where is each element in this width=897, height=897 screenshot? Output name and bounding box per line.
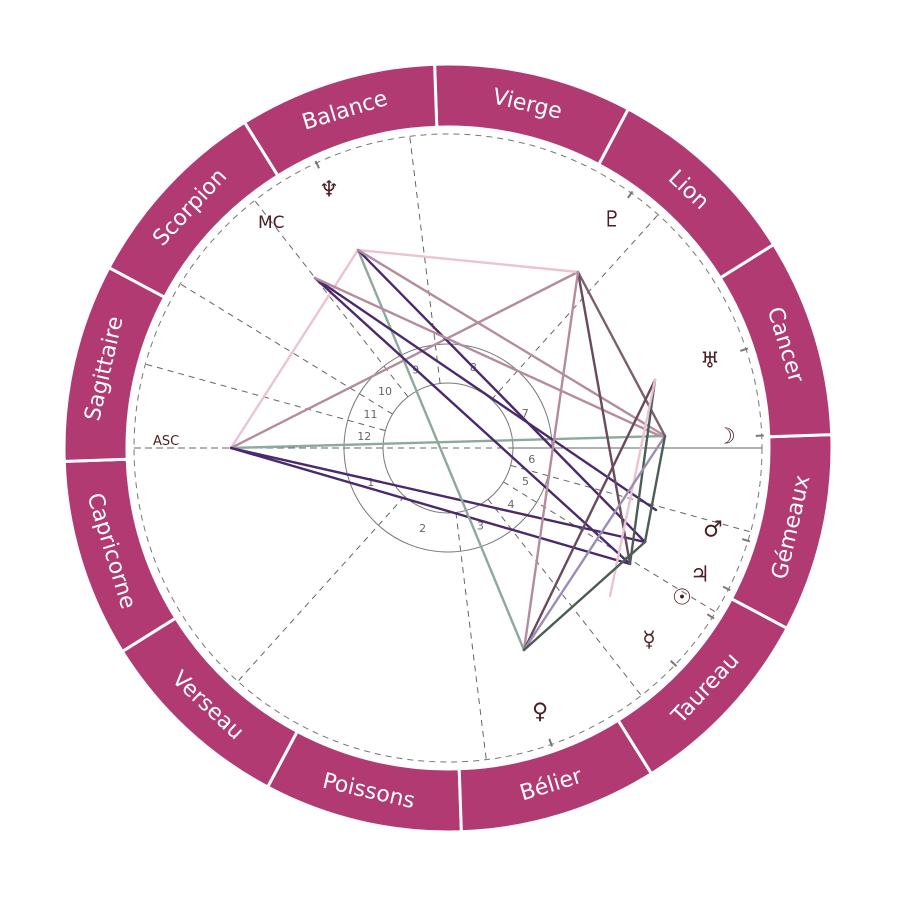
planet-degree-tick (706, 613, 715, 620)
house-number-3: 3 (477, 520, 484, 533)
aspect-line (522, 434, 667, 652)
aspect-lines (229, 248, 667, 652)
house-cusp-10 (254, 200, 409, 398)
house-cusp-8 (491, 214, 659, 401)
house-number-6: 6 (528, 453, 535, 466)
planet-neptune-icon: ♆ (319, 178, 339, 203)
house-cusp-9 (409, 136, 441, 384)
house-cusp-12 (145, 363, 386, 432)
planet-jupiter-icon: ♃ (690, 563, 710, 588)
house-number-7: 7 (522, 407, 529, 420)
planet-mars-icon: ♂ (703, 518, 723, 543)
house-cusp-4 (487, 498, 642, 696)
planet-pluton-icon: ♇ (602, 208, 622, 233)
aspect-line (356, 248, 526, 652)
mc-label: MC (258, 213, 285, 233)
planet-degree-tick (627, 190, 634, 199)
zodiac-segment-sagittaire (62, 265, 167, 463)
house-number-ring: 123456789101112 (343, 343, 553, 553)
house-number-2: 2 (419, 522, 426, 535)
aspect-line (608, 378, 657, 598)
house-cusp-3 (455, 512, 487, 760)
aspect-line (522, 540, 647, 652)
aspect-line (576, 270, 667, 438)
planet-degree-tick (741, 538, 751, 543)
aspect-line (643, 434, 667, 544)
planet-uranus-icon: ♅ (700, 349, 720, 374)
aspect-line (229, 446, 647, 544)
aspect-line (229, 248, 360, 450)
planet-mercure-icon: ☿ (642, 628, 656, 653)
house-cusp-2 (237, 495, 405, 682)
aspect-line (229, 446, 632, 566)
aspect-line (356, 248, 580, 274)
planet-soleil-icon: ☉ (672, 586, 692, 611)
planet-degree-tick (739, 347, 749, 352)
aspect-line (313, 276, 632, 566)
aspect-line (522, 270, 580, 652)
zodiac-ring (62, 62, 834, 834)
planet-glyphs: ♆ ♇ ♅ ☽ ♂ ♃☉ ☿ ♀ (314, 160, 764, 747)
house-number-10: 10 (378, 385, 392, 398)
aspect-line (313, 276, 658, 512)
planet-degree-tick (314, 160, 320, 169)
aspect-line (576, 270, 632, 566)
planet-degree-tick (722, 585, 731, 592)
aspect-line (229, 434, 667, 450)
planet-degree-tick (548, 738, 553, 747)
aspect-line (522, 378, 657, 652)
planet-degree-tick (670, 660, 678, 667)
house-number-11: 11 (364, 408, 378, 421)
house-cusp-lines (134, 136, 762, 760)
house-ring-inner (382, 382, 514, 514)
house-cusp-11 (180, 283, 393, 415)
planet-lune-icon: ☽ (716, 425, 736, 450)
asc-label: ASC (153, 434, 179, 449)
aspect-line (356, 248, 647, 544)
aspect-line (356, 248, 667, 438)
planet-vénus-icon: ♀ (532, 700, 548, 725)
house-number-1: 1 (367, 476, 374, 489)
house-number-12: 12 (357, 430, 371, 443)
house-number-5: 5 (522, 475, 529, 488)
house-number-4: 4 (508, 498, 515, 511)
